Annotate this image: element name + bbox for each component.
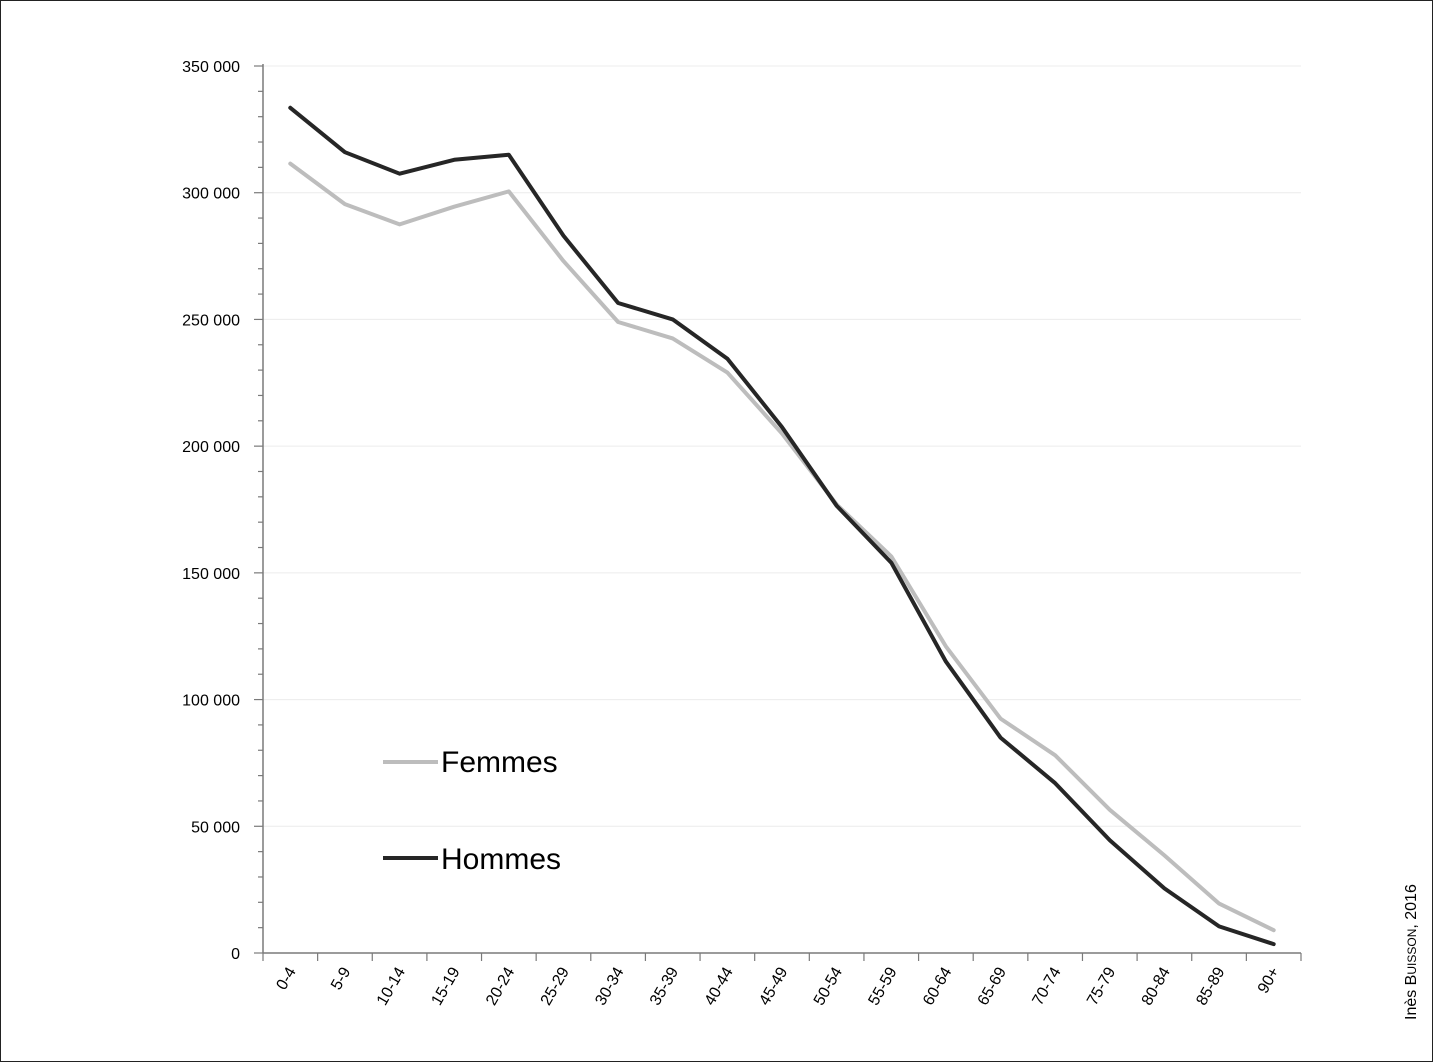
x-tick-label: 70-74 (1029, 964, 1064, 1008)
x-tick-label: 25-29 (538, 964, 573, 1008)
credit-surname-rest: UISSON (1405, 929, 1419, 975)
y-tick-label: 100 000 (182, 693, 240, 710)
x-tick-label: 20-24 (483, 964, 518, 1008)
y-tick-label: 300 000 (182, 186, 240, 203)
y-tick-label: 350 000 (182, 59, 240, 76)
x-tick-label: 50-54 (811, 964, 846, 1008)
credit-year: , 2016 (1403, 884, 1420, 929)
y-tick-label: 200 000 (182, 439, 240, 456)
x-tick-label: 45-49 (756, 964, 791, 1008)
y-axis-tick-labels: 0 50 000 100 000 150 000 200 000 250 000 300 0… (182, 59, 240, 963)
x-tick-label: 35-39 (647, 964, 682, 1008)
x-tick-label: 30-34 (592, 964, 627, 1008)
x-tick-label: 15-19 (428, 964, 463, 1008)
gridlines (263, 65, 1301, 827)
series-line-hommes (288, 105, 1276, 947)
credit-surname-initial: B (1403, 975, 1420, 986)
y-tick-label: 250 000 (182, 312, 240, 329)
legend-label-hommes: Hommes (441, 843, 561, 876)
series-line-femmes (288, 161, 1276, 933)
x-tick-label: 55-59 (866, 964, 901, 1008)
x-tick-label: 85-89 (1193, 964, 1228, 1008)
x-tick-label: 0-4 (273, 964, 299, 993)
y-tick-label: 0 (231, 946, 240, 963)
x-tick-label: 75-79 (1084, 964, 1119, 1008)
legend-label-femmes: Femmes (441, 746, 558, 779)
credit-text: Inès BUISSON, 2016 (1403, 884, 1420, 1020)
y-tick-label: 50 000 (191, 819, 240, 836)
x-tick-label: 10-14 (374, 964, 409, 1008)
y-tick-label: 150 000 (182, 566, 240, 583)
credit-first-name: Inès (1403, 985, 1420, 1020)
x-axis-tick-labels: 0-4 5-9 10-14 15-19 20-24 25-29 30-34 35-39 40-4… (273, 964, 1283, 1008)
x-tick-label: 60-64 (920, 964, 955, 1008)
axes (254, 64, 1302, 961)
x-tick-label: 90+ (1255, 965, 1283, 997)
x-tick-label: 40-44 (702, 964, 737, 1008)
x-tick-label: 5-9 (328, 964, 354, 993)
series-lines (288, 105, 1276, 947)
x-tick-label: 65-69 (975, 964, 1010, 1008)
legend: Femmes Hommes (383, 746, 561, 876)
x-tick-label: 80-84 (1139, 964, 1174, 1008)
